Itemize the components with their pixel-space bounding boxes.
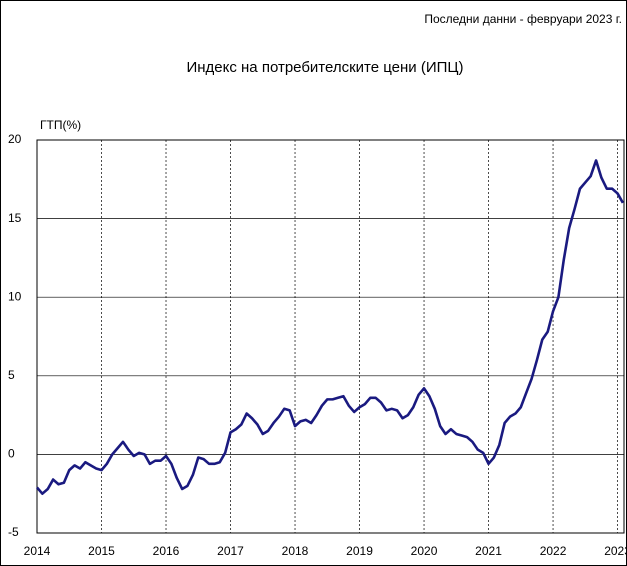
y-tick-label: 15 (8, 211, 22, 225)
y-tick-label: 5 (8, 368, 15, 382)
y-tick-label: 10 (8, 289, 22, 303)
y-tick-label: 20 (8, 132, 22, 146)
x-tick-label: 2014 (24, 544, 51, 558)
y-tick-label: -5 (8, 525, 19, 539)
chart-subtitle: Последни данни - февруари 2023 г. (424, 12, 622, 26)
x-tick-label: 2019 (346, 544, 373, 558)
y-axis-label: ГТП(%) (40, 118, 81, 132)
x-tick-label: 2021 (475, 544, 502, 558)
chart-title: Индекс на потребителските цени (ИПЦ) (186, 59, 463, 76)
x-tick-label: 2023 (604, 544, 627, 558)
data-line (36, 159, 625, 495)
x-tick-label: 2018 (282, 544, 309, 558)
x-tick-label: 2020 (411, 544, 438, 558)
x-tick-label: 2017 (217, 544, 244, 558)
y-tick-label: 0 (8, 447, 15, 461)
x-tick-label: 2016 (153, 544, 180, 558)
x-tick-label: 2015 (88, 544, 115, 558)
x-tick-label: 2022 (540, 544, 567, 558)
